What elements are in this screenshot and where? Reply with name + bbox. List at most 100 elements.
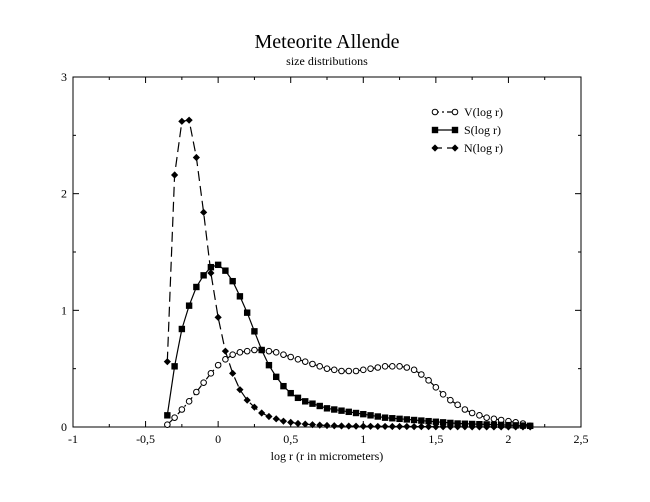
- data-point: [490, 415, 498, 423]
- data-point: [178, 406, 186, 413]
- data-point: [309, 360, 316, 368]
- data-point: [476, 412, 483, 419]
- data-point: [236, 349, 244, 356]
- data-point: [345, 422, 353, 430]
- data-point: [360, 410, 367, 418]
- data-point: [345, 408, 352, 416]
- data-point: [308, 421, 317, 429]
- data-point: [164, 412, 171, 419]
- data-point: [461, 423, 469, 431]
- data-point: [316, 402, 323, 410]
- data-point: [250, 403, 259, 411]
- x-tick-label: 1: [360, 432, 366, 446]
- data-point: [526, 423, 534, 431]
- data-point: [447, 396, 454, 404]
- data-point: [309, 400, 316, 407]
- y-axis: 0 1 2 3: [61, 70, 581, 434]
- data-point: [432, 423, 440, 431]
- legend-marker: [431, 144, 439, 152]
- data-point: [294, 419, 302, 428]
- data-point: [214, 313, 222, 321]
- data-point: [251, 328, 258, 335]
- series-line: [166, 264, 531, 427]
- legend-marker: [451, 144, 459, 152]
- series-layer: [163, 116, 534, 431]
- x-tick-label: 0,5: [283, 432, 298, 446]
- data-point: [258, 346, 265, 354]
- data-point: [302, 398, 309, 405]
- x-tick-label: -0,5: [136, 432, 155, 446]
- legend-item: N(log r): [431, 141, 503, 155]
- y-tick-label: 0: [61, 420, 67, 434]
- data-point: [164, 421, 171, 428]
- data-point: [185, 302, 193, 309]
- legend-marker: [431, 126, 439, 134]
- data-point: [396, 363, 403, 370]
- data-point: [287, 418, 295, 426]
- data-point: [439, 419, 447, 426]
- series-open-circle: [164, 346, 534, 430]
- data-point: [403, 364, 411, 371]
- data-point: [178, 117, 186, 125]
- data-point: [221, 347, 229, 355]
- data-point: [345, 367, 353, 375]
- data-point: [251, 346, 258, 354]
- data-point: [374, 364, 382, 371]
- x-tick-label: 0: [215, 432, 221, 446]
- data-point: [200, 272, 207, 279]
- data-point: [359, 422, 367, 430]
- data-point: [388, 422, 396, 431]
- data-point: [273, 373, 280, 381]
- data-point: [279, 417, 288, 425]
- data-point: [243, 396, 251, 404]
- data-point: [483, 423, 491, 431]
- data-point: [316, 421, 324, 429]
- data-point: [425, 377, 432, 384]
- data-point: [483, 414, 490, 421]
- data-point: [301, 420, 309, 428]
- legend-item: S(log r): [431, 123, 501, 137]
- data-point: [497, 423, 505, 431]
- data-point: [265, 412, 273, 421]
- x-axis: -1 -0,5 0 0,5 1 1,5 2 2,5: [68, 77, 589, 446]
- data-point: [185, 398, 193, 405]
- x-tick-label: -1: [68, 432, 78, 446]
- data-point: [222, 356, 229, 363]
- data-point: [171, 363, 178, 370]
- data-point: [367, 365, 374, 372]
- data-point: [323, 421, 331, 430]
- x-tick-label: 2: [505, 432, 511, 446]
- data-point: [504, 423, 513, 431]
- legend-label: N(log r): [464, 141, 503, 155]
- data-point: [475, 423, 483, 431]
- data-point: [236, 386, 244, 394]
- data-point: [490, 423, 498, 431]
- data-point: [193, 283, 200, 291]
- data-point: [171, 171, 179, 179]
- data-point: [359, 366, 367, 374]
- data-point: [229, 277, 236, 285]
- data-point: [403, 422, 411, 431]
- data-point: [425, 417, 432, 425]
- data-point: [374, 422, 382, 431]
- legend-label: S(log r): [464, 123, 501, 137]
- data-point: [265, 361, 273, 369]
- data-point: [331, 406, 338, 413]
- data-point: [352, 409, 360, 417]
- data-point: [222, 267, 229, 274]
- data-point: [272, 349, 280, 356]
- data-point: [395, 422, 404, 431]
- data-point: [338, 367, 345, 375]
- x-tick-label: 1,5: [428, 432, 443, 446]
- legend-marker: [451, 108, 459, 116]
- data-point: [294, 394, 302, 402]
- data-point: [178, 325, 186, 333]
- data-point: [200, 208, 208, 216]
- series-filled-diamond: [163, 116, 534, 431]
- data-point: [323, 405, 331, 412]
- data-point: [337, 422, 346, 430]
- data-point: [367, 412, 374, 419]
- data-point: [410, 366, 418, 374]
- data-point: [439, 423, 447, 431]
